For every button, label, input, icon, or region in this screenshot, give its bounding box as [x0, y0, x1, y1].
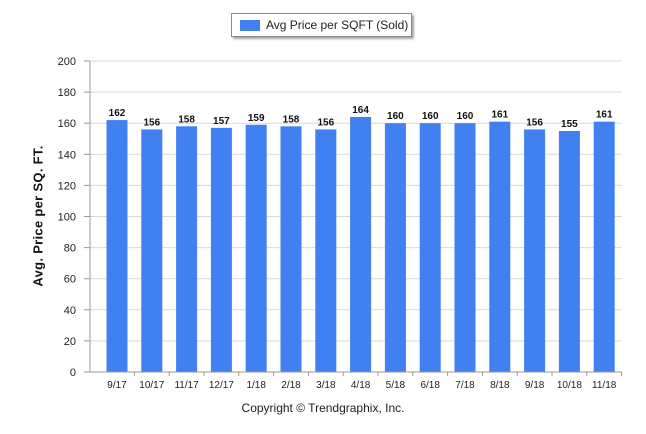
x-tick-label: 9/18: [525, 380, 545, 391]
y-tick-label: 0: [70, 367, 76, 379]
bar: [419, 123, 441, 372]
bar: [210, 127, 232, 373]
data-label: 162: [109, 108, 126, 119]
x-tick-label: 4/18: [351, 380, 371, 391]
data-label: 156: [526, 117, 543, 128]
y-tick-label: 140: [58, 149, 76, 161]
data-label: 160: [422, 111, 439, 122]
data-label: 164: [352, 105, 369, 116]
bar: [280, 126, 302, 372]
bar: [350, 116, 372, 372]
data-label: 158: [283, 114, 300, 125]
data-label: 157: [213, 116, 230, 127]
bar: [315, 129, 337, 372]
data-label: 161: [491, 110, 508, 121]
x-tick-label: 5/18: [386, 380, 406, 391]
legend-swatch: [240, 19, 260, 31]
y-tick-label: 40: [64, 305, 76, 317]
bar: [384, 123, 406, 372]
bar: [106, 120, 128, 372]
x-tick-label: 8/18: [490, 380, 510, 391]
data-label: 159: [248, 113, 265, 124]
y-tick-label: 20: [64, 336, 76, 348]
bar: [558, 130, 580, 372]
y-tick-label: 100: [58, 212, 76, 224]
data-label: 156: [143, 117, 160, 128]
y-tick-label: 80: [64, 243, 76, 255]
y-tick-label: 160: [58, 118, 76, 130]
data-label: 161: [596, 110, 613, 121]
y-axis-label: Avg. Price per SQ. FT.: [30, 145, 46, 287]
x-tick-label: 7/18: [455, 380, 475, 391]
x-tick-label: 10/18: [557, 380, 582, 391]
bar: [141, 129, 163, 372]
x-tick-label: 9/17: [107, 380, 127, 391]
x-tick-label: 2/18: [281, 380, 301, 391]
x-tick-label: 3/18: [316, 380, 336, 391]
x-tick-label: 12/17: [209, 380, 234, 391]
data-label: 160: [457, 111, 474, 122]
legend-label: Avg Price per SQFT (Sold): [266, 18, 409, 32]
legend[interactable]: Avg Price per SQFT (Sold): [231, 13, 412, 37]
copyright-text: Copyright © Trendgraphix, Inc.: [241, 401, 405, 415]
data-label: 156: [317, 117, 334, 128]
data-label: 160: [387, 111, 404, 122]
axes: 0 20 40 60 80 100 120 140 160 180 200 9/17 10/17 11/1…: [58, 56, 623, 391]
x-tick-label: 10/17: [139, 380, 164, 391]
y-tick-label: 200: [58, 56, 76, 68]
x-tick-label: 1/18: [246, 380, 266, 391]
bar: [593, 121, 615, 373]
data-label: 155: [561, 119, 578, 130]
y-tick-label: 60: [64, 274, 76, 286]
x-tick-label: 11/17: [174, 380, 199, 391]
y-tick-label: 180: [58, 87, 76, 99]
data-label: 158: [178, 114, 195, 125]
y-tick-label: 120: [58, 180, 76, 192]
bar: [245, 124, 267, 372]
x-tick-label: 6/18: [420, 380, 440, 391]
bar: [524, 129, 546, 372]
bar: [454, 123, 476, 372]
bar: [176, 126, 198, 372]
x-tick-label: 11/18: [592, 380, 617, 391]
bar: [489, 121, 511, 373]
bars: 162 156 158 157 159 158 156 164 160 160 160 161 156 1…: [106, 105, 615, 373]
